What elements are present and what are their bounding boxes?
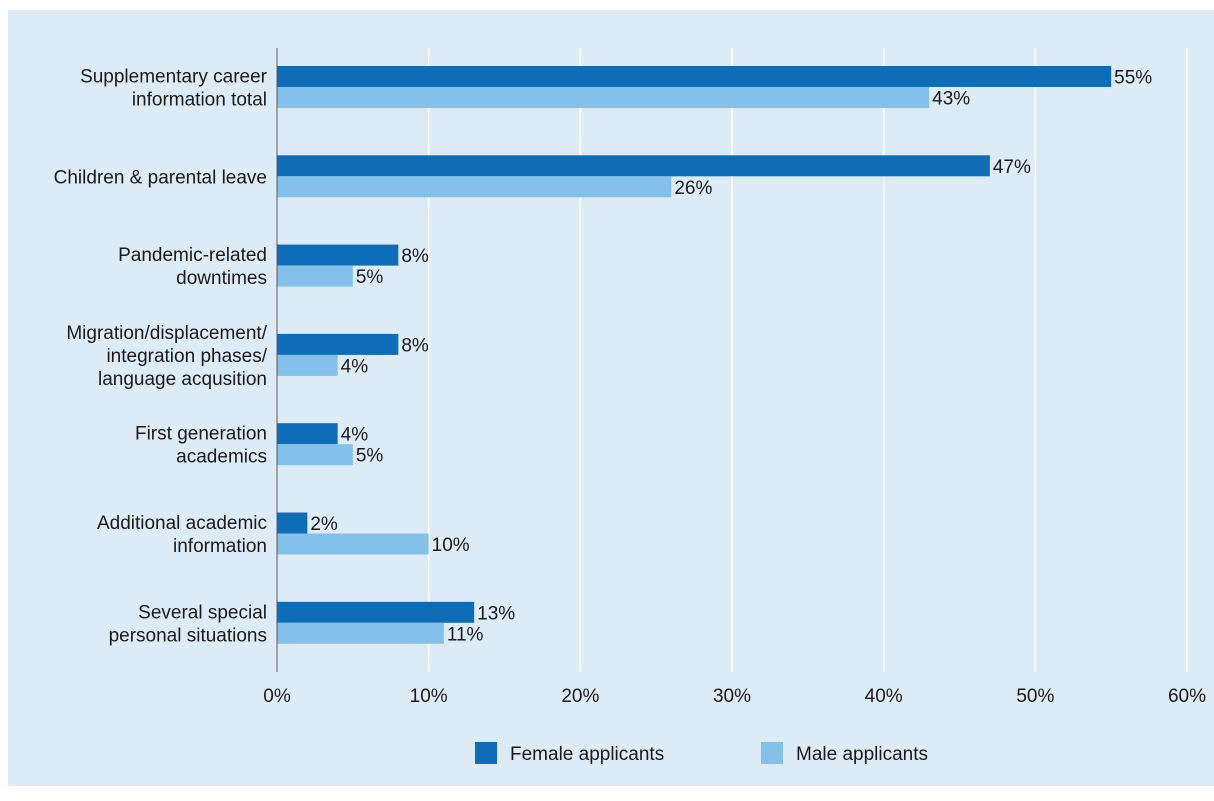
category-label: Pandemic-related downtimes xyxy=(118,245,267,289)
x-tick-label: 60% xyxy=(1168,686,1206,707)
x-tick-label: 40% xyxy=(865,686,903,707)
category-label: Children & parental leave xyxy=(54,167,267,188)
bars xyxy=(277,66,1112,644)
legend-label: Male applicants xyxy=(796,744,928,765)
gridlines xyxy=(427,48,1188,672)
chart-panel xyxy=(8,10,1214,786)
data-label: 11% xyxy=(447,624,484,645)
legend: Female applicants Male applicants xyxy=(475,742,928,765)
x-tick-label: 50% xyxy=(1016,686,1054,707)
male-bar xyxy=(277,533,429,555)
male-bar xyxy=(277,176,672,198)
female-bar xyxy=(277,333,399,355)
x-tick-label: 0% xyxy=(263,686,291,707)
data-label: 8% xyxy=(401,335,429,356)
female-bar xyxy=(277,155,990,177)
male-bar xyxy=(277,354,338,376)
female-bar xyxy=(277,66,1112,87)
category-label: Several special personal situations xyxy=(109,602,267,646)
legend-swatch xyxy=(475,742,497,764)
labels: Supplementary career information total 55%… xyxy=(54,67,1153,647)
x-tick-label: 10% xyxy=(410,686,448,707)
x-axis: 0% 10% 20% 30% 40% 50% 60% xyxy=(263,48,1206,707)
female-bar xyxy=(277,423,338,445)
data-label: 10% xyxy=(432,535,470,556)
male-bar xyxy=(277,622,444,644)
x-tick-label: 20% xyxy=(561,686,599,707)
male-bar xyxy=(277,444,353,466)
data-label: 2% xyxy=(310,514,338,535)
category-label: First generation academics xyxy=(135,424,267,468)
data-label: 47% xyxy=(993,157,1031,178)
category-label: Additional academic information xyxy=(97,513,267,557)
legend-swatch xyxy=(761,742,783,764)
male-bar xyxy=(277,265,353,287)
female-bar xyxy=(277,512,308,534)
data-label: 55% xyxy=(1114,68,1152,89)
data-label: 5% xyxy=(356,267,384,288)
female-bar xyxy=(277,244,399,266)
data-label: 5% xyxy=(356,446,384,467)
data-label: 43% xyxy=(932,89,970,110)
category-label: Supplementary career information total xyxy=(80,67,268,111)
data-label: 4% xyxy=(341,425,369,446)
male-bar xyxy=(277,87,930,108)
data-label: 26% xyxy=(674,178,712,199)
data-label: 13% xyxy=(477,603,515,624)
data-label: 4% xyxy=(341,356,369,377)
category-label: Migration/displacement/integration phase… xyxy=(66,323,267,390)
x-tick-label: 30% xyxy=(713,686,751,707)
data-label: 8% xyxy=(401,246,429,267)
female-bar xyxy=(277,601,475,623)
legend-label: Female applicants xyxy=(510,744,664,765)
